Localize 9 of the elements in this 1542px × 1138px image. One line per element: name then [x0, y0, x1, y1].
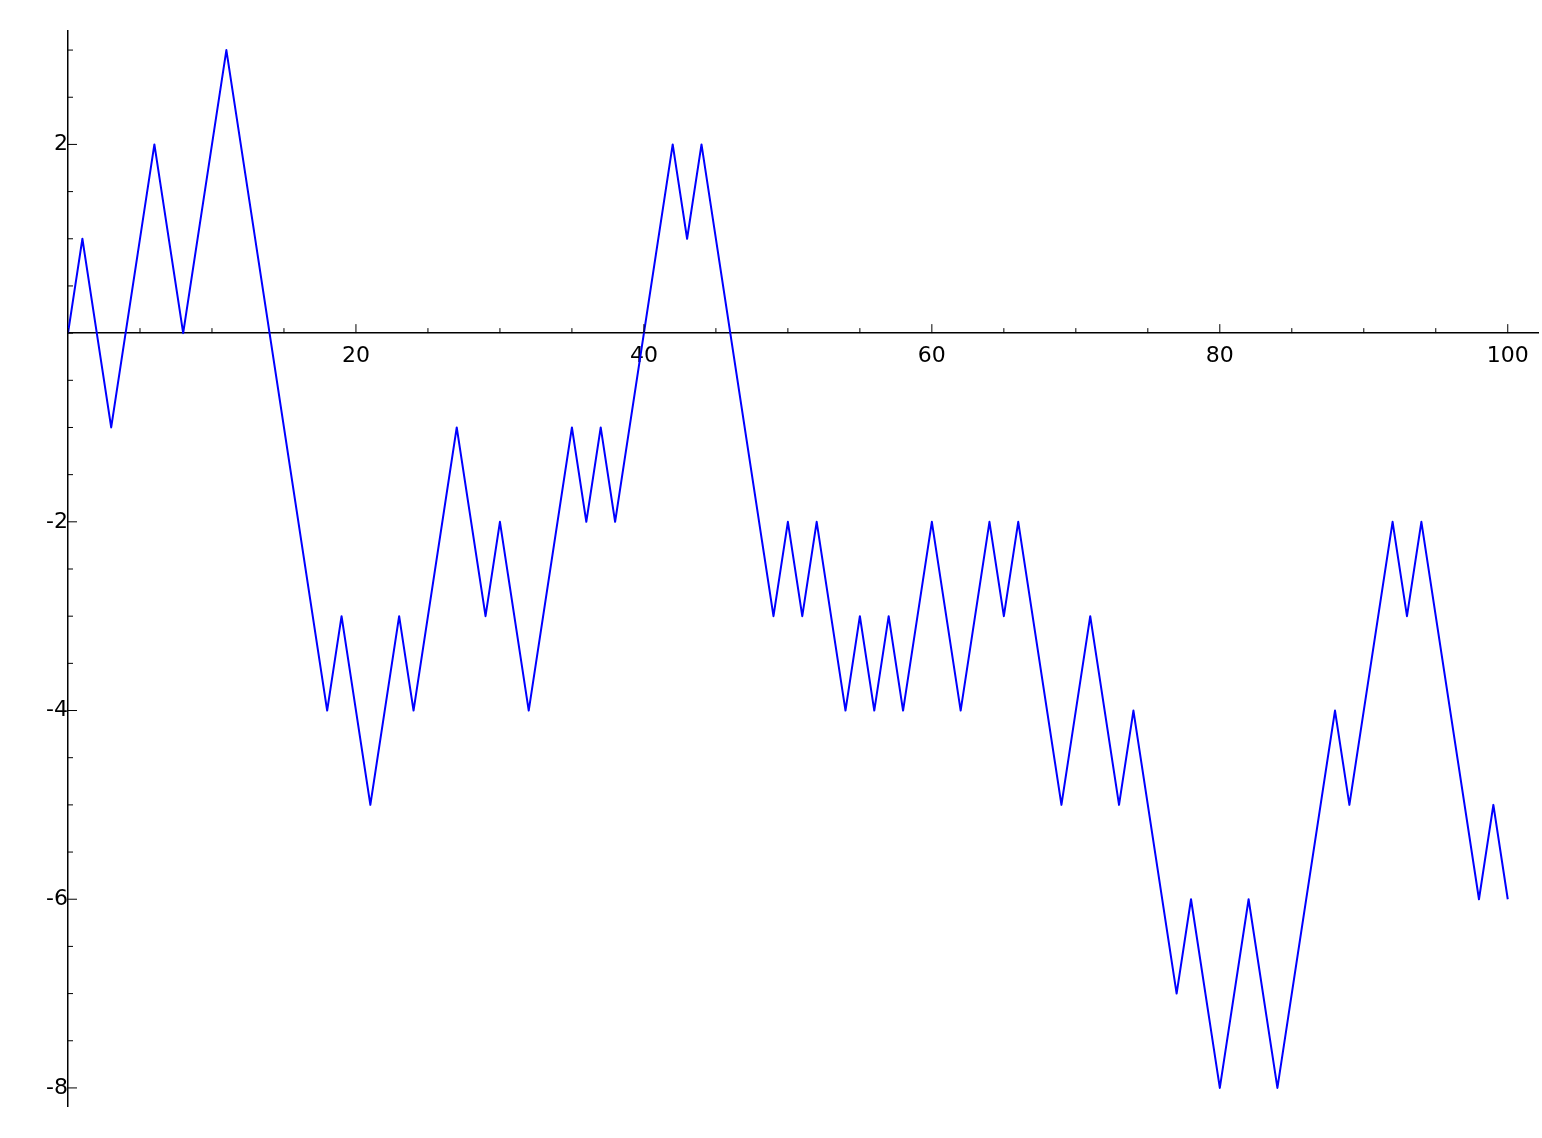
y-tick-label: -2 [46, 507, 68, 533]
y-tick-label: -8 [46, 1073, 68, 1099]
x-tick-label: 80 [1205, 342, 1234, 368]
x-tick-label: 100 [1486, 342, 1529, 368]
y-tick-label: 2 [54, 130, 68, 156]
x-tick-label: 20 [341, 342, 370, 368]
y-tick-label: -4 [46, 696, 68, 722]
x-tick-label: 60 [917, 342, 946, 368]
y-tick-label: -6 [46, 884, 68, 910]
